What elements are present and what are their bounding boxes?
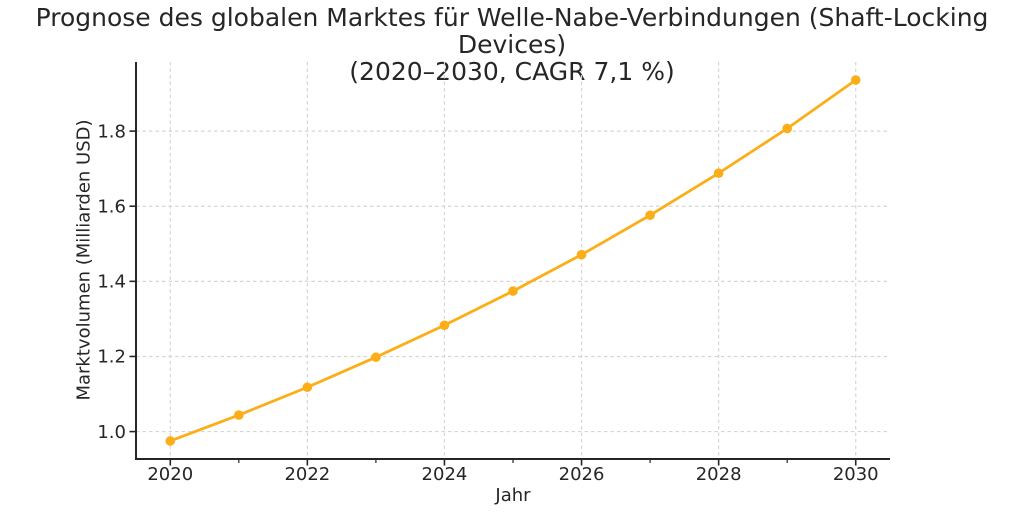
x-axis-title: Jahr — [495, 485, 531, 506]
x-tick-label: 2026 — [559, 464, 605, 485]
y-tick-label: 1.4 — [97, 272, 126, 293]
data-point-marker-2024 — [439, 320, 450, 331]
data-point-marker-2020 — [165, 436, 176, 446]
data-point-marker-2025 — [508, 286, 518, 296]
data-point-marker-2026 — [576, 249, 587, 260]
y-tick-label: 1.6 — [97, 196, 126, 217]
series-line — [168, 78, 858, 443]
x-tick-label: 2028 — [696, 464, 742, 485]
chart-title-line1: Prognose des globalen Marktes für Welle-… — [35, 3, 989, 59]
data-point-marker-2021 — [234, 410, 244, 420]
y-tick-label: 1.2 — [97, 347, 126, 368]
x-tick-label: 2022 — [284, 464, 330, 485]
y-tick-label: 1.8 — [97, 121, 126, 142]
data-point-marker-2023 — [371, 352, 381, 363]
chart-title: Prognose des globalen Marktes für Welle-… — [0, 4, 1024, 85]
data-point-marker-2030 — [850, 75, 861, 85]
data-point-marker-2029 — [782, 123, 792, 134]
data-point-marker-2022 — [302, 382, 313, 393]
chart-title-line2: (2020–2030, CAGR 7,1 %) — [349, 57, 675, 86]
x-tick-label: 2020 — [147, 464, 193, 485]
data-point-marker-2028 — [713, 168, 724, 178]
y-axis-title: Marktvolumen (Milliarden USD) — [73, 119, 95, 401]
data-point-marker-2027 — [645, 210, 655, 221]
x-tick-label: 2024 — [422, 464, 468, 485]
y-tick-label: 1.0 — [97, 422, 126, 443]
x-tick-label: 2030 — [833, 464, 879, 485]
